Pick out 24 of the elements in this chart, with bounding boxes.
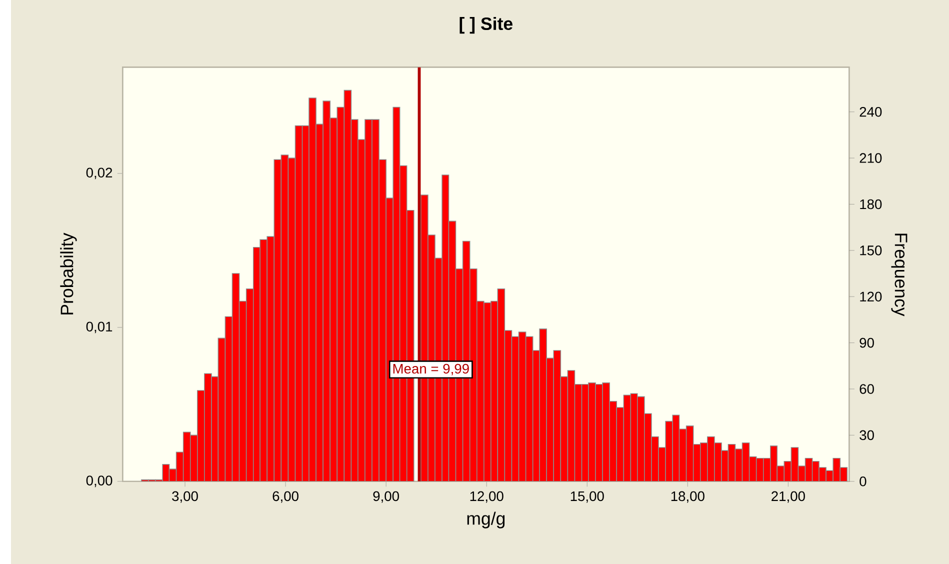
y2-axis-title: Frequency (891, 234, 908, 316)
y-axis-title: Probability (60, 232, 77, 314)
ref-line-label: Mean = 9,99 (393, 364, 469, 376)
y2-tick-label: 90 (860, 338, 874, 348)
y2-tick-label: 180 (860, 199, 882, 209)
chart-title: [ ] Site (460, 16, 512, 34)
x-tick-label: 18,00 (671, 491, 704, 503)
x-tick-label: 9,00 (373, 491, 399, 503)
y-tick-label: 0,01 (86, 322, 112, 333)
y-tick-label: 0,00 (86, 475, 112, 487)
y-tick-label: 0,02 (86, 168, 112, 179)
x-tick-label: 21,00 (772, 491, 805, 503)
y2-tick-label: 120 (860, 292, 882, 302)
y2-tick-label: 150 (860, 245, 882, 256)
y2-tick-label: 60 (860, 384, 874, 394)
y2-tick-label: 30 (860, 430, 874, 440)
x-tick-label: 15,00 (570, 491, 604, 503)
x-tick-label: 3,00 (172, 491, 198, 503)
x-axis-title: mg/g (467, 512, 505, 528)
x-tick-label: 12,00 (470, 491, 504, 503)
y2-tick-label: 0 (860, 476, 866, 486)
y2-tick-label: 240 (860, 106, 882, 117)
y2-tick-label: 210 (860, 152, 882, 163)
x-tick-label: 6,00 (272, 491, 298, 503)
